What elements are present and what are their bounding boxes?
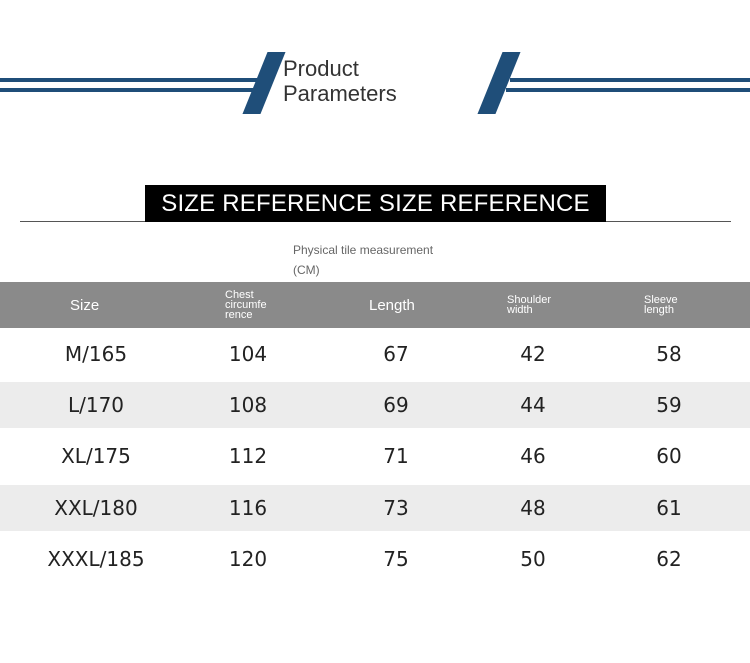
measurement-note: Physical tile measurement (CM) [293,240,433,280]
size-cell: XL/175 [61,444,131,468]
table-row: L/170 108 69 44 59 [0,382,750,428]
column-header-length: Length [369,296,415,314]
sleeve-cell: 58 [656,342,682,366]
length-cell: 75 [383,547,409,571]
title-line-1: Product [283,56,359,81]
header-line-right-bottom [506,88,750,92]
table-row: XXL/180 116 73 48 61 [0,485,750,531]
measurement-note-line-1: Physical tile measurement [293,243,434,257]
shoulder-cell: 50 [520,547,546,571]
sleeve-cell: 60 [656,444,682,468]
shoulder-cell: 42 [520,342,546,366]
chest-cell: 104 [228,342,268,366]
chest-cell: 120 [228,547,268,571]
title-line-2: Parameters [283,81,397,106]
shoulder-cell: 48 [520,496,546,520]
length-cell: 67 [383,342,409,366]
table-row: XL/175 112 71 46 60 [0,433,750,479]
chest-cell: 112 [228,444,268,468]
column-header-sleeve: Sleeve length [644,294,678,316]
table-header: Size Chest circumfe rence Length Shoulde… [0,282,750,328]
measurement-note-unit: (CM) [293,263,320,277]
sleeve-cell: 59 [656,393,682,417]
column-header-chest: Chest circumfe rence [225,289,267,321]
size-cell: XXL/180 [54,496,138,520]
shoulder-cell: 44 [520,393,546,417]
size-reference-banner: SIZE REFERENCE SIZE REFERENCE [145,185,606,222]
header-line-left-top [0,78,258,82]
header-slash-left [242,52,286,114]
length-cell: 69 [383,393,409,417]
sleeve-cell: 62 [656,547,682,571]
column-header-shoulder: Shoulder width [507,294,552,316]
chest-cell: 116 [228,496,268,520]
size-cell: L/170 [67,393,125,417]
size-cell: M/165 [64,342,128,366]
header-line-left-bottom [0,88,254,92]
size-cell: XXXL/185 [47,547,145,571]
chest-cell: 108 [228,393,268,417]
table-row: M/165 104 67 42 58 [0,331,750,377]
length-cell: 73 [383,496,409,520]
length-cell: 71 [383,444,409,468]
table-row: XXXL/185 120 75 50 62 [0,536,750,582]
sleeve-cell: 61 [656,496,682,520]
page-title: Product Parameters [283,56,397,106]
header-slash-right [477,52,521,114]
header-line-right-top [510,78,750,82]
shoulder-cell: 46 [520,444,546,468]
column-header-size: Size [70,296,100,314]
